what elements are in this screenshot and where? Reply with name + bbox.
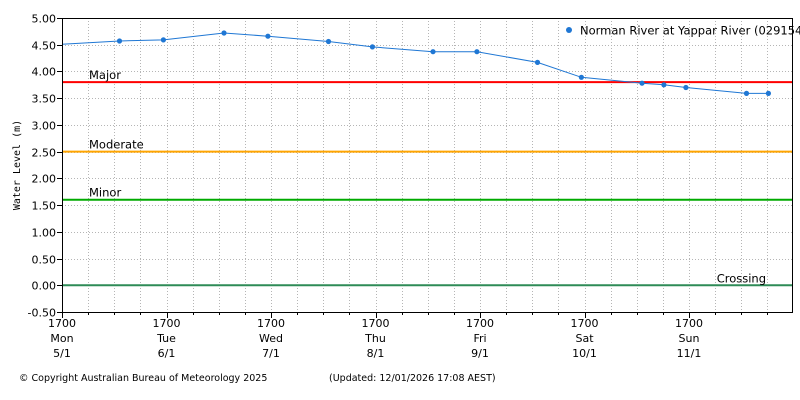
- y-tick-label: 2.00: [32, 173, 57, 186]
- y-tick-label: 1.00: [32, 227, 57, 240]
- data-point: [534, 59, 541, 65]
- updated-timestamp: (Updated: 12/01/2026 17:08 AEST): [329, 373, 496, 384]
- data-point: [430, 49, 436, 55]
- data-point: [116, 38, 123, 44]
- x-tick-label: 1700: [257, 317, 285, 330]
- axes: -0.50 0.00 0.50 1.00 1.50 2.00 2.50 3.00 3.50 4.0…: [28, 13, 793, 360]
- x-tick-label: 1700: [466, 317, 494, 330]
- y-axis-title: Water Level (m): [12, 120, 23, 210]
- plot-frame: [62, 18, 793, 313]
- y-tick-label: -0.50: [28, 307, 56, 320]
- copyright-notice: © Copyright Australian Bureau of Meteoro…: [19, 373, 268, 384]
- threshold-label: Crossing: [717, 271, 766, 285]
- legend: Norman River at Yappar River (029154): [566, 24, 800, 38]
- x-tick-label: 8/1: [367, 347, 385, 360]
- data-point: [325, 38, 332, 45]
- y-tick-label: 3.00: [32, 120, 57, 133]
- x-tick-label: 1700: [48, 317, 76, 330]
- y-tick-label: 0.00: [32, 280, 57, 293]
- plot-area: [62, 18, 793, 312]
- data-point: [765, 90, 772, 96]
- x-tick-label: Thu: [364, 332, 386, 345]
- x-tick-label: 1700: [362, 317, 390, 330]
- x-tick-label: 1700: [153, 317, 181, 330]
- x-tick-label: 6/1: [158, 347, 176, 360]
- x-tick-label: Mon: [50, 332, 73, 345]
- data-point: [661, 82, 667, 88]
- x-tick-label: Fri: [473, 332, 486, 345]
- series-layer: [61, 30, 772, 96]
- data-point: [578, 74, 585, 80]
- x-tick-label: 1700: [571, 317, 599, 330]
- y-tick-label: 3.50: [32, 93, 57, 106]
- x-tick-label: 10/1: [572, 347, 597, 360]
- data-point: [369, 44, 375, 50]
- x-tick-label: Sat: [575, 332, 594, 345]
- threshold-label: Minor: [89, 186, 121, 200]
- threshold-lines: Major Moderate Minor Crossing: [62, 68, 793, 287]
- y-tick-label: 0.50: [32, 254, 57, 267]
- y-tick-label: 5.00: [32, 13, 57, 26]
- legend-label: Norman River at Yappar River (029154): [580, 24, 800, 38]
- data-point: [639, 80, 645, 86]
- data-point: [160, 37, 166, 43]
- data-point: [743, 90, 750, 96]
- x-tick-label: Wed: [259, 332, 283, 345]
- data-point: [221, 30, 227, 36]
- x-tick-label: 11/1: [677, 347, 702, 360]
- x-tick-label: 7/1: [262, 347, 280, 360]
- legend-marker: [566, 27, 572, 33]
- data-point: [265, 33, 271, 39]
- y-tick-label: 4.00: [32, 66, 57, 79]
- y-tick-label: 4.50: [32, 40, 57, 53]
- x-tick-label: Sun: [679, 332, 700, 345]
- threshold-label: Major: [89, 68, 121, 82]
- data-point: [474, 49, 480, 55]
- y-tick-label: 2.50: [32, 147, 57, 160]
- x-tick-label: Tue: [156, 332, 176, 345]
- x-tick-label: 5/1: [53, 347, 71, 360]
- x-tick-label: 1700: [675, 317, 703, 330]
- x-tick-label: 9/1: [471, 347, 489, 360]
- y-tick-label: 1.50: [32, 200, 57, 213]
- series-line: [61, 32, 769, 94]
- threshold-label: Moderate: [89, 138, 144, 152]
- data-point: [683, 84, 689, 91]
